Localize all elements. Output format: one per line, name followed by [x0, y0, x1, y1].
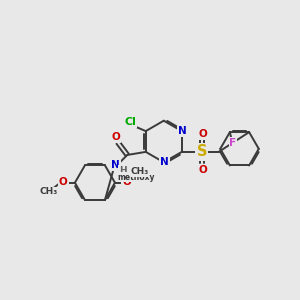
Text: O: O [122, 177, 131, 187]
Text: CH₃: CH₃ [40, 188, 58, 196]
Text: O: O [198, 129, 207, 139]
Text: methoxy: methoxy [118, 173, 155, 182]
Text: N: N [160, 157, 169, 167]
Text: H: H [119, 166, 127, 175]
Text: O: O [111, 132, 120, 142]
Text: F: F [230, 138, 236, 148]
Text: CH₃: CH₃ [130, 167, 149, 176]
Text: O: O [59, 177, 68, 187]
Text: S: S [196, 144, 207, 159]
Text: N: N [111, 160, 120, 170]
Text: Cl: Cl [124, 117, 136, 127]
Text: O: O [198, 165, 207, 175]
Text: N: N [178, 126, 187, 136]
